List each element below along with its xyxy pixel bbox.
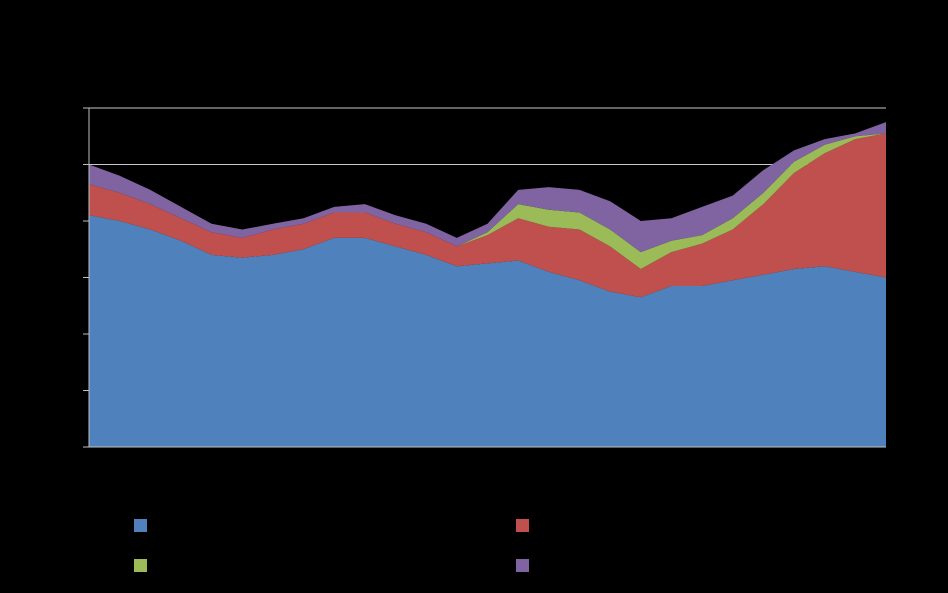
legend-swatch-3 xyxy=(134,559,147,572)
axes xyxy=(83,107,886,448)
legend-swatch-2 xyxy=(516,519,529,532)
legend-swatch-1 xyxy=(134,519,147,532)
area-series-4 xyxy=(89,122,886,253)
gridlines xyxy=(89,107,886,165)
area-series-group xyxy=(89,122,886,447)
legend-swatch-4 xyxy=(516,559,529,572)
legend xyxy=(134,519,529,572)
area-series-2 xyxy=(89,133,886,298)
area-series-1 xyxy=(89,215,886,447)
